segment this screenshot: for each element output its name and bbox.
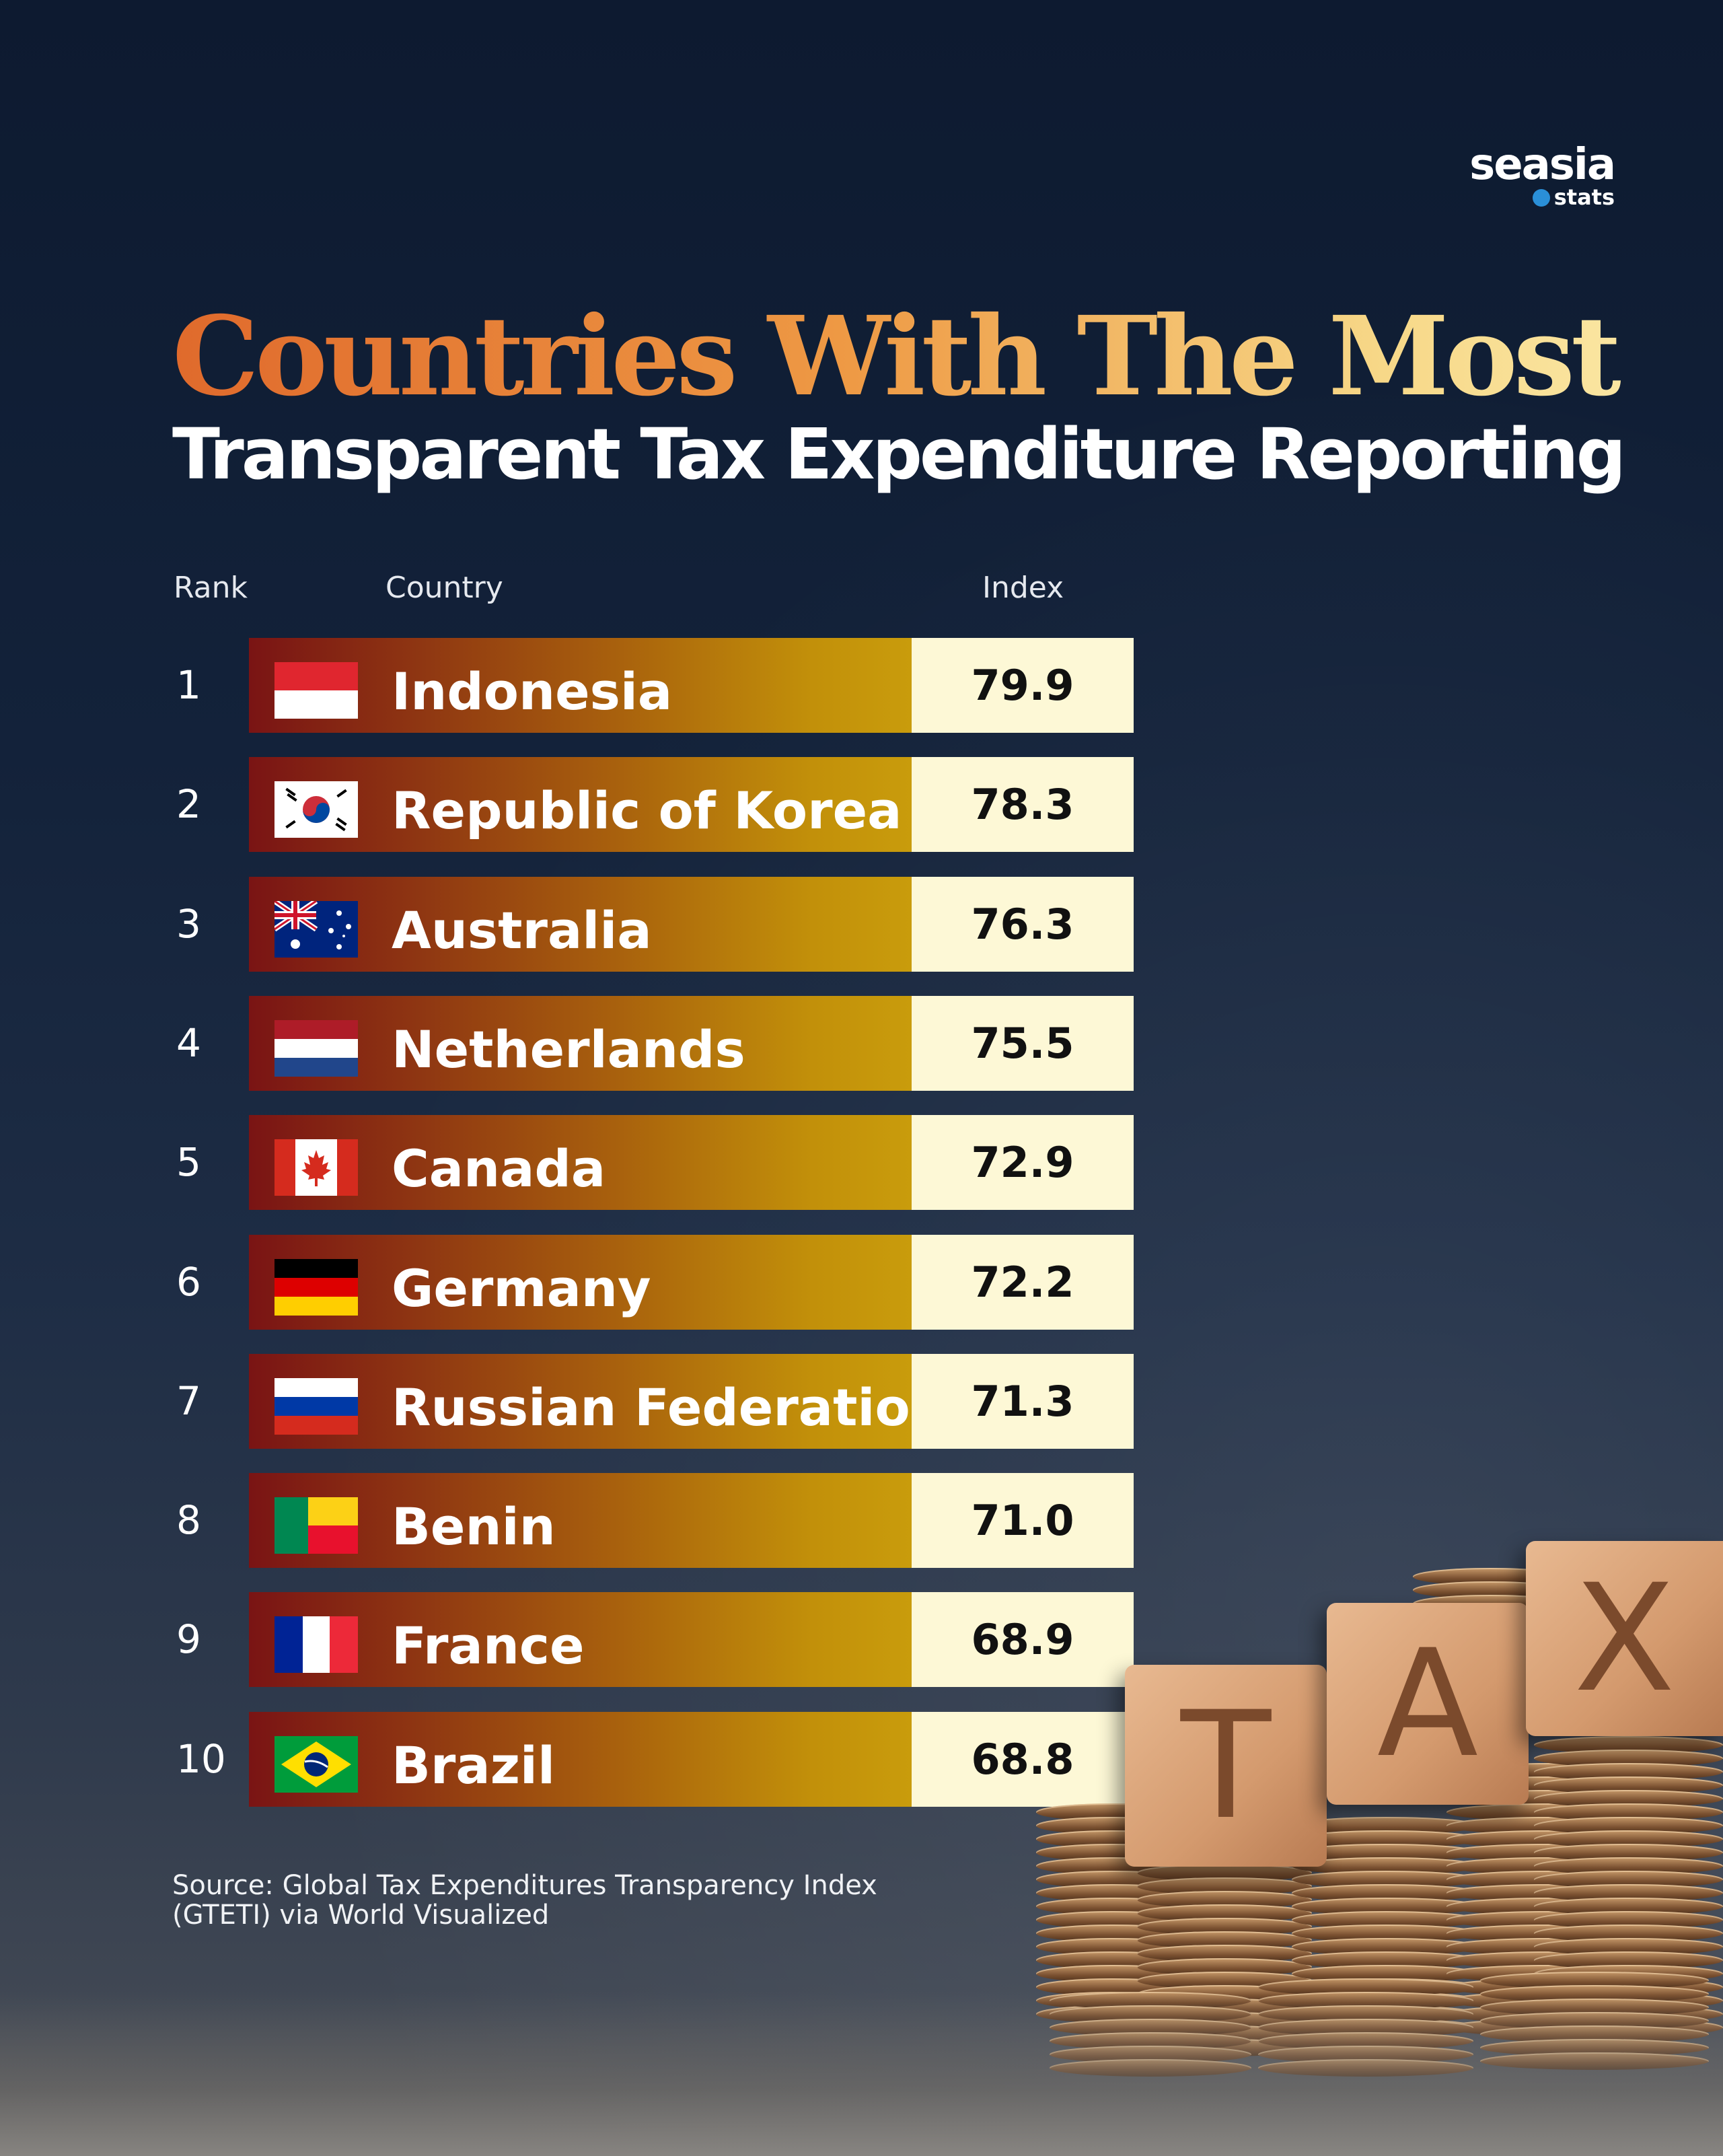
country-bar: Indonesia: [249, 638, 912, 733]
index-value: 68.8: [912, 1711, 1134, 1807]
australia-flag-icon: [274, 900, 358, 958]
tax-block-a: A: [1327, 1603, 1529, 1805]
title-line-1: Countries With The Most: [172, 296, 1686, 417]
index-value: 78.3: [912, 757, 1134, 853]
header-rank: Rank: [174, 571, 248, 605]
germany-flag-icon: [274, 1258, 358, 1316]
country-bar: Australia: [249, 876, 912, 972]
table-row: 7 Russian Federation 71.3: [0, 1353, 1144, 1449]
brand-name: seasia: [1469, 140, 1616, 190]
netherlands-flag-icon: [274, 1019, 358, 1077]
table-row: 5 Canada 72.9: [0, 1115, 1144, 1211]
table-row: 10 Brazil 68.8: [0, 1711, 1144, 1807]
brazil-flag-icon: [274, 1735, 358, 1793]
country-name: Brazil: [392, 1735, 556, 1795]
tax-block-t: T: [1125, 1665, 1327, 1867]
country-name: Netherlands: [392, 1019, 745, 1079]
brand-sub-label: stats: [1553, 184, 1615, 210]
rank-number: 9: [176, 1616, 201, 1663]
country-name: Australia: [392, 900, 652, 960]
table-row: 8 Benin 71.0: [0, 1473, 1144, 1569]
table-row: 3 Australia 76.3: [0, 876, 1144, 972]
source-note: Source: Global Tax Expenditures Transpar…: [172, 1870, 877, 1931]
title-line-2: Transparent Tax Expenditure Reporting: [172, 413, 1626, 495]
rank-number: 3: [176, 900, 201, 947]
table-row: 9 France 68.9: [0, 1592, 1144, 1688]
country-bar: Republic of Korea: [249, 757, 912, 853]
rank-number: 8: [176, 1497, 201, 1544]
country-name: Russian Federation: [392, 1377, 947, 1437]
brand-sub: stats: [1460, 186, 1615, 209]
country-bar: Netherlands: [249, 995, 912, 1091]
country-bar: Brazil: [249, 1711, 912, 1807]
country-bar: France: [249, 1592, 912, 1688]
table-row: 4 Netherlands 75.5: [0, 995, 1144, 1091]
header-country: Country: [386, 571, 503, 605]
table-row: 2 Republic of Korea 78.3: [0, 757, 1144, 853]
globe-icon: [1532, 189, 1550, 207]
index-value: 71.3: [912, 1353, 1134, 1449]
brand-logo: seasia stats: [1460, 140, 1616, 209]
header-index: Index: [982, 571, 1064, 605]
index-value: 79.9: [912, 638, 1134, 733]
indonesia-flag-icon: [274, 662, 358, 719]
russia-flag-icon: [274, 1377, 358, 1435]
ground-shadow: [0, 1992, 1723, 2156]
country-bar: Canada: [249, 1115, 912, 1211]
rank-number: 10: [176, 1735, 226, 1782]
country-name: Republic of Korea: [392, 781, 902, 841]
rank-number: 1: [176, 662, 201, 708]
index-value: 68.9: [912, 1592, 1134, 1688]
country-bar: Benin: [249, 1473, 912, 1569]
table-row: 6 Germany 72.2: [0, 1234, 1144, 1330]
country-name: Germany: [392, 1258, 651, 1318]
rank-number: 7: [176, 1377, 201, 1424]
index-value: 75.5: [912, 995, 1134, 1091]
index-value: 71.0: [912, 1473, 1134, 1569]
country-bar: Russian Federation: [249, 1353, 947, 1449]
benin-flag-icon: [274, 1497, 358, 1554]
index-value: 72.9: [912, 1115, 1134, 1211]
country-name: Canada: [392, 1139, 606, 1199]
table-row: 1 Indonesia 79.9: [0, 638, 1144, 733]
tax-block-x: X: [1526, 1541, 1723, 1736]
country-name: Benin: [392, 1497, 556, 1557]
france-flag-icon: [274, 1616, 358, 1674]
country-name: Indonesia: [392, 661, 673, 721]
index-value: 72.2: [912, 1234, 1134, 1330]
country-bar: Germany: [249, 1234, 912, 1330]
rank-number: 4: [176, 1019, 201, 1066]
korea-flag-icon: [274, 781, 358, 838]
index-value: 76.3: [912, 876, 1134, 972]
country-name: France: [392, 1616, 585, 1676]
canada-flag-icon: [274, 1139, 358, 1196]
rank-number: 2: [176, 781, 201, 828]
rank-number: 6: [176, 1258, 201, 1305]
rank-number: 5: [176, 1139, 201, 1186]
